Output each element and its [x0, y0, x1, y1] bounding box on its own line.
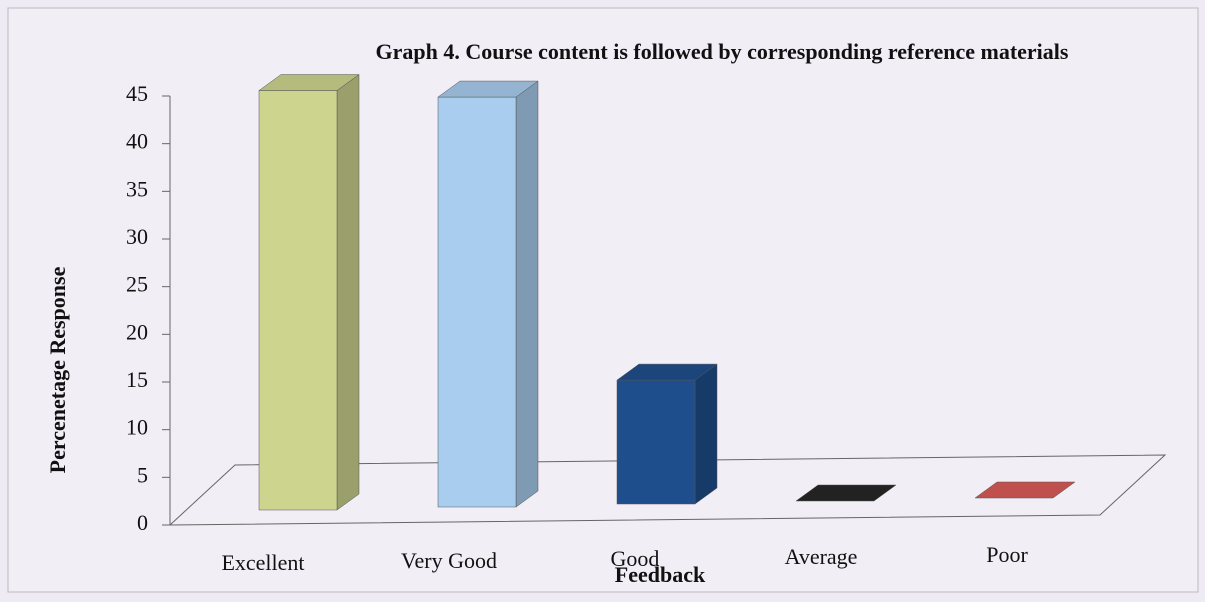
x-tick-label: Poor [986, 542, 1028, 567]
bar [616, 379, 696, 505]
bar-top [258, 74, 360, 91]
y-axis-label: Percenetage Response [45, 266, 70, 473]
chart-frame [7, 7, 1199, 593]
y-tick-label: 25 [126, 272, 148, 297]
y-tick-label: 40 [126, 129, 148, 154]
y-tick-label: 30 [126, 224, 148, 249]
bar [974, 481, 1076, 499]
floor [168, 454, 1167, 526]
bar-side [515, 80, 539, 508]
y-tick-label: 5 [137, 462, 148, 487]
y-tick-label: 10 [126, 415, 148, 440]
bar-side [336, 74, 360, 511]
chart-title: Graph 4. Course content is followed by c… [376, 39, 1069, 64]
y-tick-label: 35 [126, 176, 148, 201]
x-tick-label: Average [785, 544, 858, 569]
bar-side [694, 363, 718, 505]
x-tick-label: Very Good [401, 548, 497, 573]
x-tick-label: Good [611, 546, 660, 571]
x-axis-label: Feedback [615, 562, 706, 587]
bar [795, 484, 897, 502]
bar-top [616, 363, 718, 381]
bar [258, 90, 338, 511]
bar-top [437, 80, 539, 98]
x-tick-label: Excellent [221, 550, 304, 575]
y-tick-label: 15 [126, 367, 148, 392]
bar [437, 96, 517, 508]
y-tick-label: 20 [126, 319, 148, 344]
y-tick-label: 45 [126, 81, 148, 106]
y-tick-label: 0 [137, 510, 148, 535]
